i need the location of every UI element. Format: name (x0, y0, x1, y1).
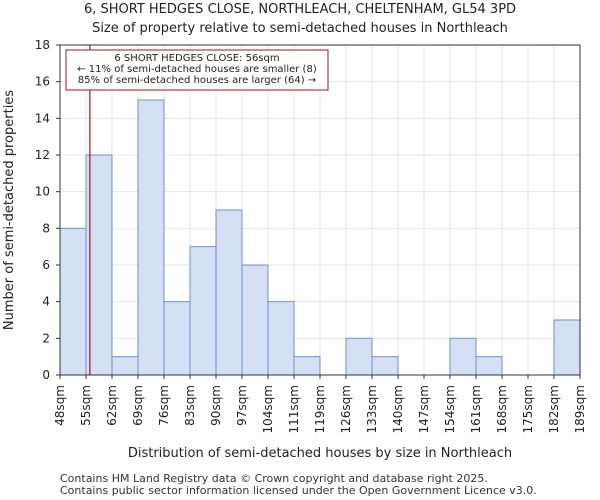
y-tick-label: 2 (42, 331, 50, 345)
x-tick-label: 140sqm (391, 385, 405, 433)
bar (111, 356, 139, 376)
bars (59, 99, 581, 376)
x-tick-label: 119sqm (313, 385, 327, 433)
x-tick-label: 62sqm (105, 385, 119, 426)
footer-line-1: Contains HM Land Registry data © Crown c… (60, 472, 488, 485)
x-tick-label: 83sqm (183, 385, 197, 426)
bar (267, 301, 295, 376)
x-tick-label: 189sqm (573, 385, 587, 433)
y-tick-label: 14 (35, 111, 50, 125)
footer-line-2: Contains public sector information licen… (60, 484, 537, 497)
y-tick-label: 0 (42, 368, 50, 382)
bar (137, 99, 165, 376)
x-tick-label: 97sqm (235, 385, 249, 426)
bar (215, 209, 243, 376)
x-tick-label: 182sqm (547, 385, 561, 433)
x-tick-label: 76sqm (157, 385, 171, 426)
y-ticks: 0 2 4 6 8 10 12 14 16 18 (35, 38, 60, 382)
bar (371, 356, 399, 376)
y-tick-label: 12 (35, 148, 50, 162)
x-tick-label: 69sqm (131, 385, 145, 426)
annotation-line-3: 85% of semi-detached houses are larger (… (78, 75, 316, 86)
x-tick-label: 126sqm (339, 385, 353, 433)
x-tick-label: 154sqm (443, 385, 457, 433)
x-tick-label: 111sqm (287, 385, 301, 433)
x-tick-label: 147sqm (417, 385, 431, 433)
x-tick-label: 55sqm (79, 385, 93, 426)
annotation-line-1: 6 SHORT HEDGES CLOSE: 56sqm (114, 53, 279, 64)
x-tick-label: 104sqm (261, 385, 275, 433)
y-tick-label: 18 (35, 38, 50, 52)
y-tick-label: 8 (42, 221, 50, 235)
bar (449, 337, 477, 376)
chart-title: 6, SHORT HEDGES CLOSE, NORTHLEACH, CHELT… (84, 2, 516, 17)
bar (345, 337, 373, 376)
annotation-rect (65, 49, 329, 91)
x-tick-label: 168sqm (495, 385, 509, 433)
annotation-box: 6 SHORT HEDGES CLOSE: 56sqm ← 11% of sem… (65, 49, 329, 91)
y-tick-label: 6 (42, 258, 50, 272)
y-axis-title: Number of semi-detached properties (2, 90, 17, 330)
x-axis-title: Distribution of semi-detached houses by … (128, 446, 512, 461)
bar (59, 227, 87, 376)
annotation-line-2: ← 11% of semi-detached houses are smalle… (77, 64, 317, 75)
x-ticks: 48sqm 55sqm 62sqm 69sqm 76sqm 83sqm 90sqm 97sqm… (53, 375, 587, 433)
x-tick-label: 133sqm (365, 385, 379, 433)
bar (189, 246, 217, 376)
bar (163, 301, 191, 376)
x-tick-label: 161sqm (469, 385, 483, 433)
chart-subtitle: Size of property relative to semi-detach… (92, 21, 508, 36)
x-tick-label: 90sqm (209, 385, 223, 426)
x-tick-label: 175sqm (521, 385, 535, 433)
y-tick-label: 16 (35, 75, 50, 89)
y-tick-label: 10 (35, 185, 50, 199)
bar (241, 264, 269, 376)
bar (553, 319, 581, 376)
x-tick-label: 48sqm (53, 385, 67, 426)
bar (475, 356, 503, 376)
y-tick-label: 4 (42, 295, 50, 309)
bar (293, 356, 321, 376)
